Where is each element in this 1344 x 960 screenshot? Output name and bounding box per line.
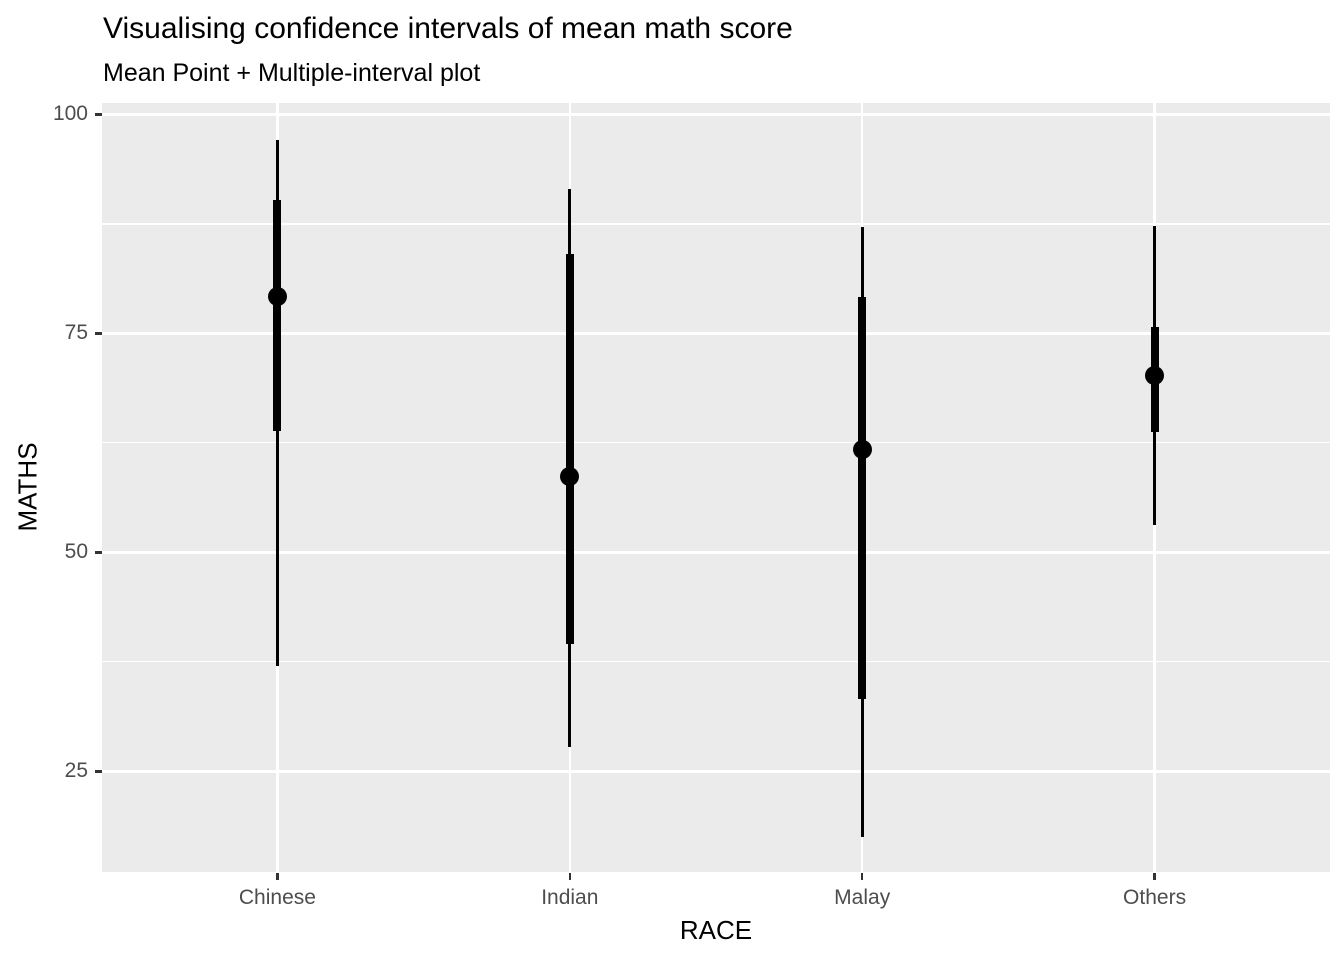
y-tick-label: 25 xyxy=(64,759,88,783)
grid-minor-y xyxy=(102,661,1330,663)
x-tick-mark xyxy=(568,873,572,880)
y-tick-label: 50 xyxy=(64,540,88,564)
mean-point xyxy=(852,440,872,460)
interval-thick xyxy=(565,253,574,645)
y-axis-title: MATHS xyxy=(12,442,43,532)
x-tick-label: Indian xyxy=(541,886,599,909)
y-tick-mark xyxy=(95,770,102,773)
x-axis-title: RACE xyxy=(679,915,753,945)
chart-title: Visualising confidence intervals of mean… xyxy=(103,12,793,45)
x-tick-label: Others xyxy=(1123,886,1187,909)
x-tick-mark xyxy=(860,873,864,880)
x-tick-label: Chinese xyxy=(238,886,316,909)
y-tick-mark xyxy=(95,551,102,554)
interval-thick xyxy=(273,200,282,431)
grid-major-y xyxy=(102,113,1330,116)
grid-major-y xyxy=(102,332,1330,335)
interval-thick xyxy=(858,297,867,699)
plot-panel xyxy=(102,103,1330,872)
y-tick-label: 75 xyxy=(64,321,88,345)
grid-minor-y xyxy=(102,442,1330,444)
mean-point xyxy=(267,287,287,307)
y-tick-mark xyxy=(95,332,102,335)
grid-major-y xyxy=(102,770,1330,773)
y-tick-mark xyxy=(95,113,102,116)
grid-major-y xyxy=(102,551,1330,554)
x-tick-mark xyxy=(276,873,279,880)
grid-minor-y xyxy=(102,223,1330,225)
x-tick-label: Malay xyxy=(834,886,891,909)
x-tick-mark xyxy=(1153,873,1156,880)
y-tick-label: 100 xyxy=(52,102,88,126)
chart-subtitle: Mean Point + Multiple-interval plot xyxy=(103,59,481,87)
mean-point xyxy=(1145,365,1165,385)
mean-point xyxy=(560,467,580,487)
